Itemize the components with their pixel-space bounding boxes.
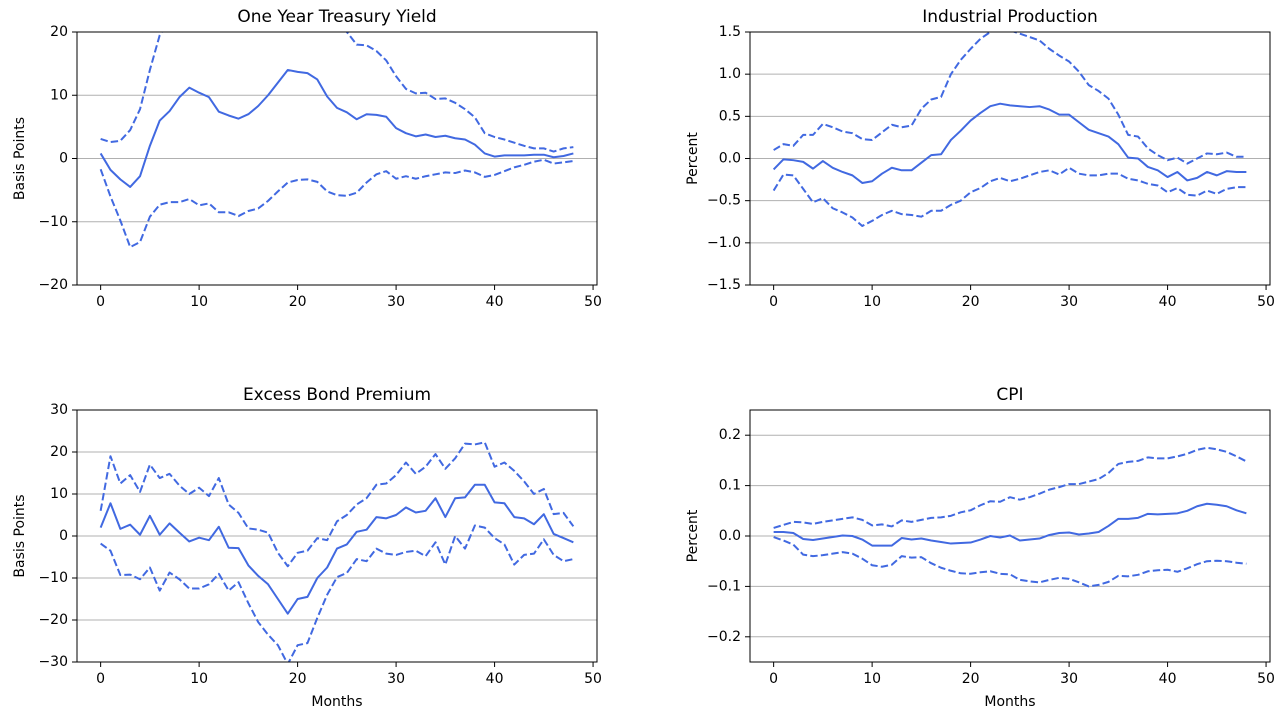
x-tick-label: 40: [486, 294, 504, 310]
y-axis-label: Basis Points: [12, 117, 28, 200]
x-tick-label: 20: [289, 671, 307, 687]
y-tick-label: 0: [59, 151, 68, 167]
series-line: [773, 536, 1247, 588]
x-tick-label: 50: [1257, 671, 1275, 687]
subplot-title: One Year Treasury Yield: [237, 7, 436, 27]
subplot-title: Industrial Production: [922, 7, 1098, 27]
plot-lines: [99, 32, 574, 249]
x-tick-label: 0: [96, 671, 105, 687]
subplot: −0.2 −0.1 0.0 0.1 0.2 0 10 20 30 40 50 CPI Percent Mo…: [685, 385, 1275, 710]
x-tick-label: 30: [387, 294, 405, 310]
axes-frame: [749, 409, 1271, 663]
y-tick-label: 1.5: [719, 24, 741, 40]
y-tick-label: −1.5: [707, 277, 741, 293]
y-tick-label: −30: [38, 654, 68, 670]
x-tick-label: 20: [962, 671, 980, 687]
y-tick-label: 0.1: [719, 478, 741, 494]
x-axis-label: Months: [311, 694, 362, 710]
x-tick-label: 40: [1159, 294, 1177, 310]
x-tick-label: 40: [486, 671, 504, 687]
subplot: −20 −10 0 10 20 0 10 20 30 40 50 One Year Treasury …: [12, 7, 602, 310]
series-line: [99, 68, 574, 188]
plot-lines: [99, 441, 575, 662]
x-tick-label: 10: [190, 671, 208, 687]
series-line: [99, 158, 574, 249]
y-tick-label: 0.0: [719, 528, 741, 544]
x-tick-label: 0: [769, 294, 778, 310]
x-tick-label: 30: [387, 671, 405, 687]
x-tick-label: 30: [1060, 294, 1078, 310]
x-tick-label: 20: [289, 294, 307, 310]
subplot: −1.5 −1.0 −0.5 0.0 0.5 1.0 1.5 0 10 20 30 40 50 Indus…: [685, 7, 1275, 310]
y-tick-label: 30: [50, 402, 68, 418]
x-tick-label: 50: [1257, 294, 1275, 310]
x-tick-label: 10: [863, 671, 881, 687]
plot-lines: [773, 446, 1247, 588]
x-tick-label: 50: [584, 294, 602, 310]
series-line: [773, 32, 1247, 165]
y-tick-label: −1.0: [707, 235, 741, 251]
y-tick-label: 1.0: [719, 66, 741, 82]
x-tick-label: 0: [769, 671, 778, 687]
x-tick-label: 0: [96, 294, 105, 310]
subplot-title: Excess Bond Premium: [243, 385, 431, 405]
y-axis-label: Percent: [685, 132, 701, 185]
axes-frame: [76, 409, 598, 663]
x-axis-label: Months: [984, 694, 1035, 710]
series-line: [772, 102, 1247, 184]
subplot-title: CPI: [996, 385, 1023, 405]
y-tick-label: −10: [38, 570, 68, 586]
y-tick-label: 0: [59, 528, 68, 544]
axes-frame: [749, 31, 1271, 286]
x-tick-label: 20: [962, 294, 980, 310]
x-tick-label: 10: [863, 294, 881, 310]
x-tick-label: 10: [190, 294, 208, 310]
x-tick-label: 30: [1060, 671, 1078, 687]
series-line: [100, 32, 574, 153]
y-tick-label: 10: [50, 87, 68, 103]
axes-frame: [76, 31, 598, 286]
y-axis-label: Basis Points: [12, 494, 28, 577]
y-tick-label: −20: [38, 277, 68, 293]
plot-lines: [772, 32, 1247, 227]
y-tick-label: −0.2: [707, 629, 741, 645]
y-tick-label: −10: [38, 214, 68, 230]
y-tick-label: 0.2: [719, 427, 741, 443]
series-line: [772, 166, 1247, 227]
series-line: [773, 446, 1247, 529]
y-axis-label: Percent: [685, 509, 701, 562]
y-tick-label: −20: [38, 612, 68, 628]
y-tick-label: −0.5: [707, 193, 741, 209]
series-line: [99, 483, 574, 615]
y-tick-label: −0.1: [707, 578, 741, 594]
subplot: −30 −20 −10 0 10 20 30 0 10 20 30 40 50 Excess Bond P…: [12, 385, 602, 710]
series-line: [100, 524, 574, 662]
y-tick-label: 20: [50, 24, 68, 40]
y-tick-label: 10: [50, 486, 68, 502]
x-tick-label: 50: [584, 671, 602, 687]
series-line: [99, 441, 575, 568]
y-tick-label: 20: [50, 444, 68, 460]
y-tick-label: 0.5: [719, 108, 741, 124]
x-tick-label: 40: [1159, 671, 1177, 687]
series-line: [773, 502, 1247, 547]
y-tick-label: 0.0: [719, 151, 741, 167]
